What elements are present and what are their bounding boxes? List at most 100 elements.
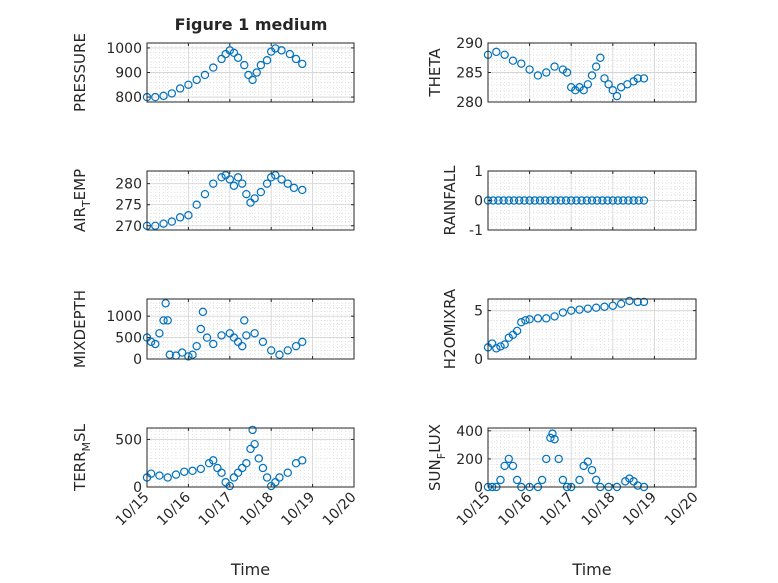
ticks xyxy=(487,170,697,231)
data-point xyxy=(159,316,168,325)
data-point xyxy=(192,75,201,85)
data-point xyxy=(167,89,177,98)
data-point xyxy=(575,83,584,92)
minor-grid xyxy=(147,298,354,360)
y-axis-label: THETA xyxy=(426,48,444,98)
data-point xyxy=(298,59,307,69)
data-point xyxy=(596,53,605,62)
data-point xyxy=(509,196,519,205)
data-point xyxy=(250,439,259,449)
data-point xyxy=(196,464,206,474)
data-point xyxy=(188,350,197,359)
data-point xyxy=(512,326,522,336)
data-point xyxy=(517,318,526,327)
data-point xyxy=(262,179,272,188)
data-point xyxy=(298,456,307,465)
data-point xyxy=(508,461,518,471)
data-point xyxy=(275,473,284,482)
y-tick-label: 800 xyxy=(115,90,142,106)
data-point xyxy=(572,196,581,205)
data-point xyxy=(217,173,226,182)
data-point xyxy=(603,196,612,205)
data-point xyxy=(542,314,551,323)
data-point xyxy=(209,179,218,188)
data-point xyxy=(159,219,168,228)
minor-grid xyxy=(488,170,696,231)
data-point xyxy=(546,433,555,443)
data-point xyxy=(525,196,534,205)
data-point xyxy=(494,196,503,205)
data-point xyxy=(504,454,513,464)
data-point xyxy=(582,196,592,205)
axes-box xyxy=(487,427,697,488)
x-tick-label: 10/16 xyxy=(495,489,535,529)
data-point xyxy=(238,179,247,188)
y-tick-label: 0 xyxy=(133,480,142,496)
ticks xyxy=(487,299,697,360)
subplot-theta: 280 285 290 THETA xyxy=(426,36,697,111)
x-axis-label: Time xyxy=(230,560,270,579)
axes-box xyxy=(487,298,697,360)
data-point xyxy=(613,196,623,205)
data-point xyxy=(600,74,609,83)
data-point xyxy=(177,348,187,357)
y-tick-label: 1000 xyxy=(106,41,142,57)
data-point xyxy=(248,425,257,435)
data-point xyxy=(591,303,601,312)
data-point xyxy=(500,461,509,471)
data-point xyxy=(556,196,566,205)
data-point xyxy=(525,65,534,74)
x-tick-label: 10/20 xyxy=(320,489,360,529)
y-axis-label: TERRMSL xyxy=(71,423,93,492)
x-tick-label: 10/18 xyxy=(237,489,277,529)
data-point xyxy=(639,196,649,205)
data-point xyxy=(504,333,513,342)
data-point xyxy=(633,297,642,307)
data-point xyxy=(271,171,280,180)
data-point xyxy=(233,53,243,62)
data-point xyxy=(598,196,607,205)
data-point xyxy=(558,308,568,317)
data-point xyxy=(204,459,214,468)
data-point xyxy=(639,297,649,307)
data-point xyxy=(608,301,618,310)
x-tick-label: 10/16 xyxy=(154,489,194,529)
y-tick-label: 1000 xyxy=(106,309,142,325)
data-point xyxy=(271,478,280,487)
data-point xyxy=(587,196,597,205)
data-point xyxy=(244,70,253,80)
x-tick-label: 10/17 xyxy=(196,489,236,529)
data-point xyxy=(217,331,226,340)
subplot-air-temp: 270 275 280 AIRTEMP xyxy=(71,169,355,235)
data-point xyxy=(515,196,524,205)
y-tick-label: 500 xyxy=(115,432,142,448)
data-point xyxy=(639,74,649,83)
data-point xyxy=(500,340,509,349)
data-point xyxy=(200,70,210,80)
data-point xyxy=(209,456,218,465)
data-point xyxy=(541,196,550,205)
data-point xyxy=(250,194,259,203)
data-point xyxy=(225,481,234,491)
data-point xyxy=(202,333,212,342)
plot-area xyxy=(488,428,696,487)
data-point xyxy=(583,304,593,313)
data-point xyxy=(535,196,545,205)
data-point xyxy=(291,54,301,64)
data-point xyxy=(225,175,234,184)
data-point xyxy=(238,463,247,473)
data-point xyxy=(285,49,295,59)
y-tick-label: 270 xyxy=(115,219,142,235)
y-tick-label: 0 xyxy=(133,352,142,368)
data-point xyxy=(254,454,263,463)
data-point xyxy=(533,314,543,323)
data-point xyxy=(240,60,249,70)
minor-grid xyxy=(147,428,354,488)
data-point xyxy=(155,329,164,338)
data-point xyxy=(246,444,255,454)
data-point xyxy=(558,475,568,485)
data-point xyxy=(256,187,266,197)
y-tick-label: 290 xyxy=(456,36,483,52)
data-point xyxy=(625,474,634,483)
